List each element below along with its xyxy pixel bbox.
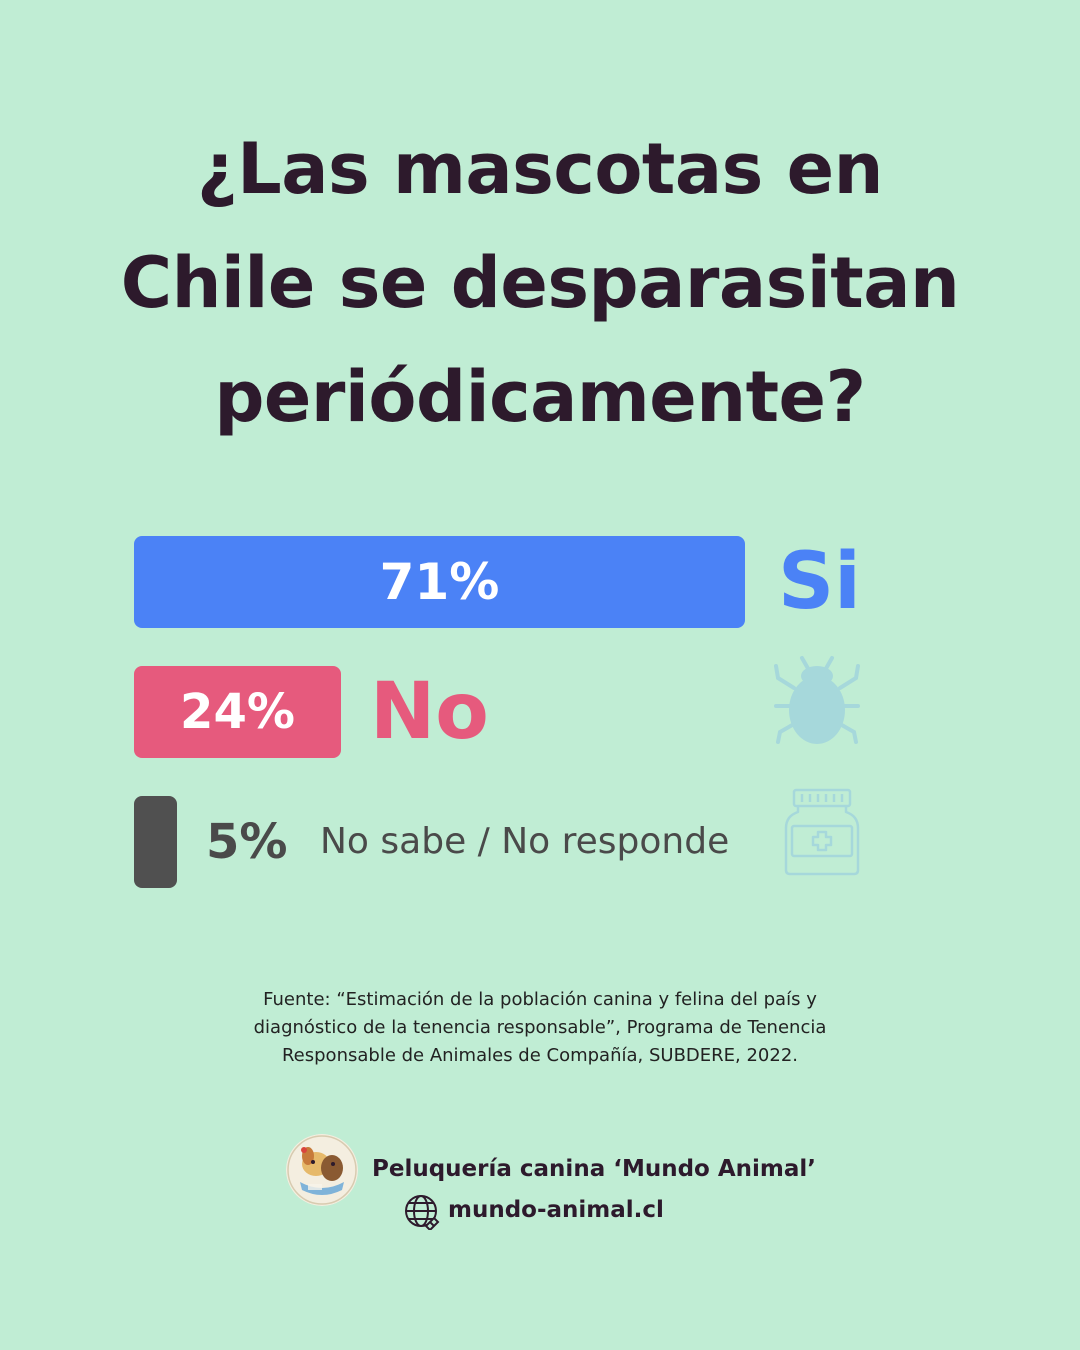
- category-label-no: No: [370, 667, 489, 757]
- brand-logo-avatar: [286, 1134, 358, 1206]
- value-label-si: 71%: [379, 553, 500, 611]
- source-line-3: Responsable de Animales de Compañía, SUB…: [281, 1045, 799, 1066]
- brand-name: Peluquería canina ‘Mundo Animal’: [372, 1156, 817, 1182]
- value-label-no: 24%: [180, 684, 295, 740]
- website-link[interactable]: mundo-animal.cl: [448, 1197, 664, 1223]
- title-line-2: Chile se desparasitan: [120, 242, 960, 324]
- title-line-1: ¿Las mascotas en: [197, 128, 883, 210]
- medicine-bottle-icon: [784, 788, 860, 876]
- category-label-no-sabe: No sabe / No responde: [320, 821, 730, 862]
- title-line-3: periódicamente?: [214, 356, 866, 438]
- globe-icon: [405, 1195, 440, 1230]
- bug-icon: [774, 656, 860, 744]
- page-title: ¿Las mascotas en Chile se desparasitan p…: [60, 112, 1020, 454]
- bar-si: 71%: [134, 536, 745, 628]
- source-line-1: Fuente: “Estimación de la población cani…: [263, 989, 817, 1010]
- bar-no: 24%: [134, 666, 341, 758]
- source-line-2: diagnóstico de la tenencia responsable”,…: [253, 1017, 827, 1038]
- category-label-si: Si: [778, 537, 861, 627]
- bar-no-sabe: [134, 796, 177, 888]
- source-citation: Fuente: “Estimación de la población cani…: [200, 986, 880, 1070]
- value-label-no-sabe: 5%: [206, 814, 288, 870]
